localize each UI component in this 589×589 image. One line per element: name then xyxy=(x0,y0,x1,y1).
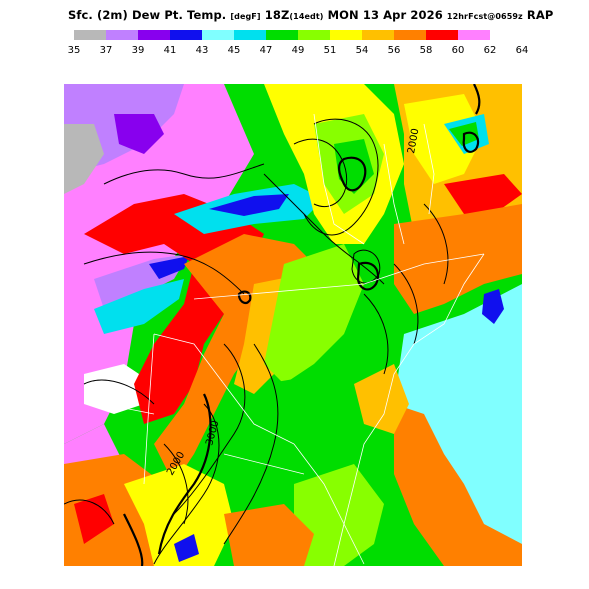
legend-tick-label: 43 xyxy=(195,45,209,56)
title-valid-detail: (14edt) xyxy=(289,12,324,21)
legend-swatch xyxy=(298,30,330,40)
region-cyan-west-band xyxy=(94,279,184,334)
contour-line-4 xyxy=(303,118,379,236)
contour-bold-1 xyxy=(338,156,367,192)
legend-swatch xyxy=(106,30,138,40)
title-date: MON 13 Apr 2026 xyxy=(327,8,443,22)
border-8 xyxy=(223,453,305,475)
region-lime-south xyxy=(294,464,384,566)
contour-line-12 xyxy=(64,499,115,525)
legend-tick-label: 49 xyxy=(291,45,305,56)
legend-tick-label: 62 xyxy=(483,45,497,56)
legend-tick-label: 37 xyxy=(99,45,113,56)
region-orange-east-coast xyxy=(394,204,522,314)
legend-swatch xyxy=(426,30,458,40)
legend-swatch xyxy=(362,30,394,40)
legend-swatch xyxy=(202,30,234,40)
region-red-northeast xyxy=(444,174,522,214)
region-ocean-orange xyxy=(394,404,522,566)
contour-bold-5 xyxy=(237,290,252,305)
legend-swatch xyxy=(490,30,522,40)
coastline-east xyxy=(333,253,485,566)
region-orange-south xyxy=(224,504,314,566)
legend-swatch xyxy=(74,30,106,40)
contour-lines xyxy=(64,118,449,565)
border-7 xyxy=(293,443,365,565)
border-5 xyxy=(383,143,405,245)
border-3 xyxy=(143,333,155,485)
title-unit: [degF] xyxy=(230,12,261,21)
contour-bold-3 xyxy=(462,131,480,153)
state-borders xyxy=(103,113,485,566)
contour-line-11 xyxy=(83,379,155,405)
legend-swatch xyxy=(394,30,426,40)
dewpoint-map: 3000 2000 2000 xyxy=(64,84,522,566)
legend-tick-label: 45 xyxy=(227,45,241,56)
border-2 xyxy=(153,333,295,445)
border-6 xyxy=(423,123,435,215)
contour-line-9 xyxy=(153,403,220,565)
legend-tick-label: 60 xyxy=(451,45,465,56)
contour-line-8 xyxy=(223,343,279,545)
region-ocean-gold xyxy=(354,364,409,434)
contour-bold-4 xyxy=(473,84,481,115)
region-ocean-blue-spot xyxy=(482,289,504,324)
region-blue-south xyxy=(174,534,199,562)
border-4 xyxy=(313,113,365,245)
contour-line-2 xyxy=(83,251,245,295)
legend-tick-label: 58 xyxy=(419,45,433,56)
legend-tick-label: 35 xyxy=(67,45,81,56)
contour-bold-lines xyxy=(123,84,481,566)
legend-tick-label: 54 xyxy=(355,45,369,56)
region-grey-northwest xyxy=(64,124,104,194)
legend-tick-label: 47 xyxy=(259,45,273,56)
contour-line-13 xyxy=(393,263,419,345)
contour-bold-7 xyxy=(123,513,144,566)
legend-tick-label: 39 xyxy=(131,45,145,56)
legend-tick-label: 41 xyxy=(163,45,177,56)
color-legend-ticks: 35 37 39 41 43 45 47 49 51 54 56 58 60 62 64 xyxy=(64,45,534,57)
legend-swatch xyxy=(458,30,490,40)
legend-swatch xyxy=(234,30,266,40)
border-1 xyxy=(193,253,485,300)
legend-tick-label: 64 xyxy=(515,45,529,56)
legend-swatch xyxy=(266,30,298,40)
region-purple-northwest xyxy=(114,114,164,154)
legend-tick-label: 56 xyxy=(387,45,401,56)
region-lime-central xyxy=(264,244,364,384)
region-white-southwest xyxy=(84,364,154,414)
title-prefix: Sfc. (2m) Dew Pt. Temp. xyxy=(68,8,227,22)
contour-line-10 xyxy=(163,443,189,525)
region-red-southwest xyxy=(74,494,114,544)
title-valid: 18Z xyxy=(264,8,290,22)
region-blue-lakes-band xyxy=(209,194,289,216)
contour-line-7 xyxy=(173,343,246,515)
title-model: RAP xyxy=(526,8,554,22)
border-9 xyxy=(103,403,155,415)
region-yellow-northeast xyxy=(404,94,484,184)
legend-swatch xyxy=(330,30,362,40)
contour-label-3: 2000 xyxy=(406,128,421,155)
region-blue-west-band xyxy=(149,256,189,279)
contour-bold-6 xyxy=(157,393,212,555)
color-legend-bar xyxy=(74,30,522,40)
contour-line-1 xyxy=(103,163,265,185)
legend-tick-label: 51 xyxy=(323,45,337,56)
contour-line-6 xyxy=(293,138,348,208)
map-title: Sfc. (2m) Dew Pt. Temp. [degF] 18Z(14edt… xyxy=(68,8,553,22)
title-forecast: 12hrFcst@0659z xyxy=(446,12,523,21)
legend-swatch xyxy=(170,30,202,40)
contour-line-14 xyxy=(363,293,389,375)
contour-bold-2 xyxy=(356,261,380,291)
legend-swatch xyxy=(138,30,170,40)
